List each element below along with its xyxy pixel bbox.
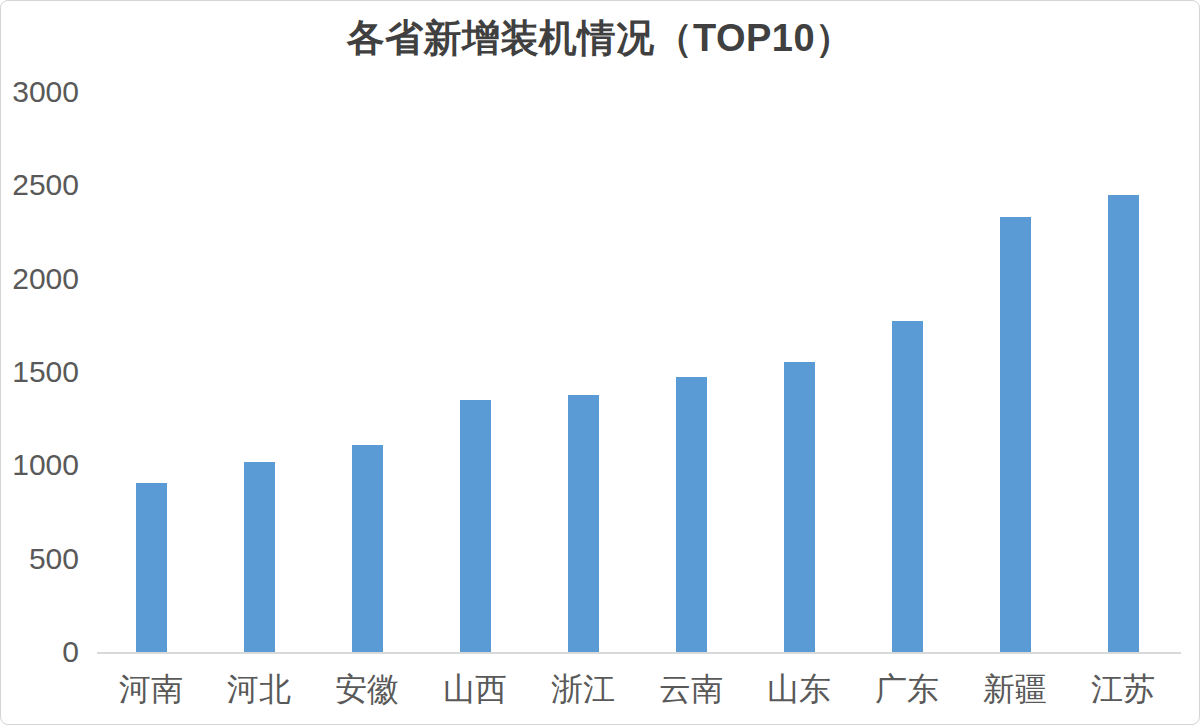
x-tick-label-4: 浙江 [529, 671, 637, 707]
y-tick-label-500: 500 [1, 542, 79, 576]
x-tick-label-5: 云南 [637, 671, 745, 707]
x-axis-line [97, 652, 1181, 654]
bar-4 [568, 395, 599, 652]
y-tick-label-1000: 1000 [1, 448, 79, 482]
bar-0 [136, 483, 167, 652]
x-tick-label-9: 江苏 [1069, 671, 1177, 707]
x-tick-label-0: 河南 [97, 671, 205, 707]
bar-7 [892, 321, 923, 652]
bar-6 [784, 362, 815, 652]
y-tick-label-2500: 2500 [1, 168, 79, 202]
bar-1 [244, 462, 275, 652]
y-tick-label-3000: 3000 [1, 75, 79, 109]
x-tick-label-2: 安徽 [313, 671, 421, 707]
y-tick-label-1500: 1500 [1, 355, 79, 389]
bar-3 [460, 400, 491, 652]
bar-8 [1000, 217, 1031, 652]
x-tick-label-7: 广东 [853, 671, 961, 707]
y-tick-label-2000: 2000 [1, 262, 79, 296]
bar-5 [676, 377, 707, 652]
x-tick-label-3: 山西 [421, 671, 529, 707]
chart-title: 各省新增装机情况（TOP10） [1, 13, 1199, 64]
y-tick-label-0: 0 [1, 635, 79, 669]
bar-2 [352, 445, 383, 652]
chart-card: 各省新增装机情况（TOP10） 0 500 1000 1500 2000 2500 3000… [0, 0, 1200, 725]
x-tick-label-8: 新疆 [961, 671, 1069, 707]
bar-9 [1108, 195, 1139, 652]
x-tick-label-1: 河北 [205, 671, 313, 707]
x-tick-label-6: 山东 [745, 671, 853, 707]
